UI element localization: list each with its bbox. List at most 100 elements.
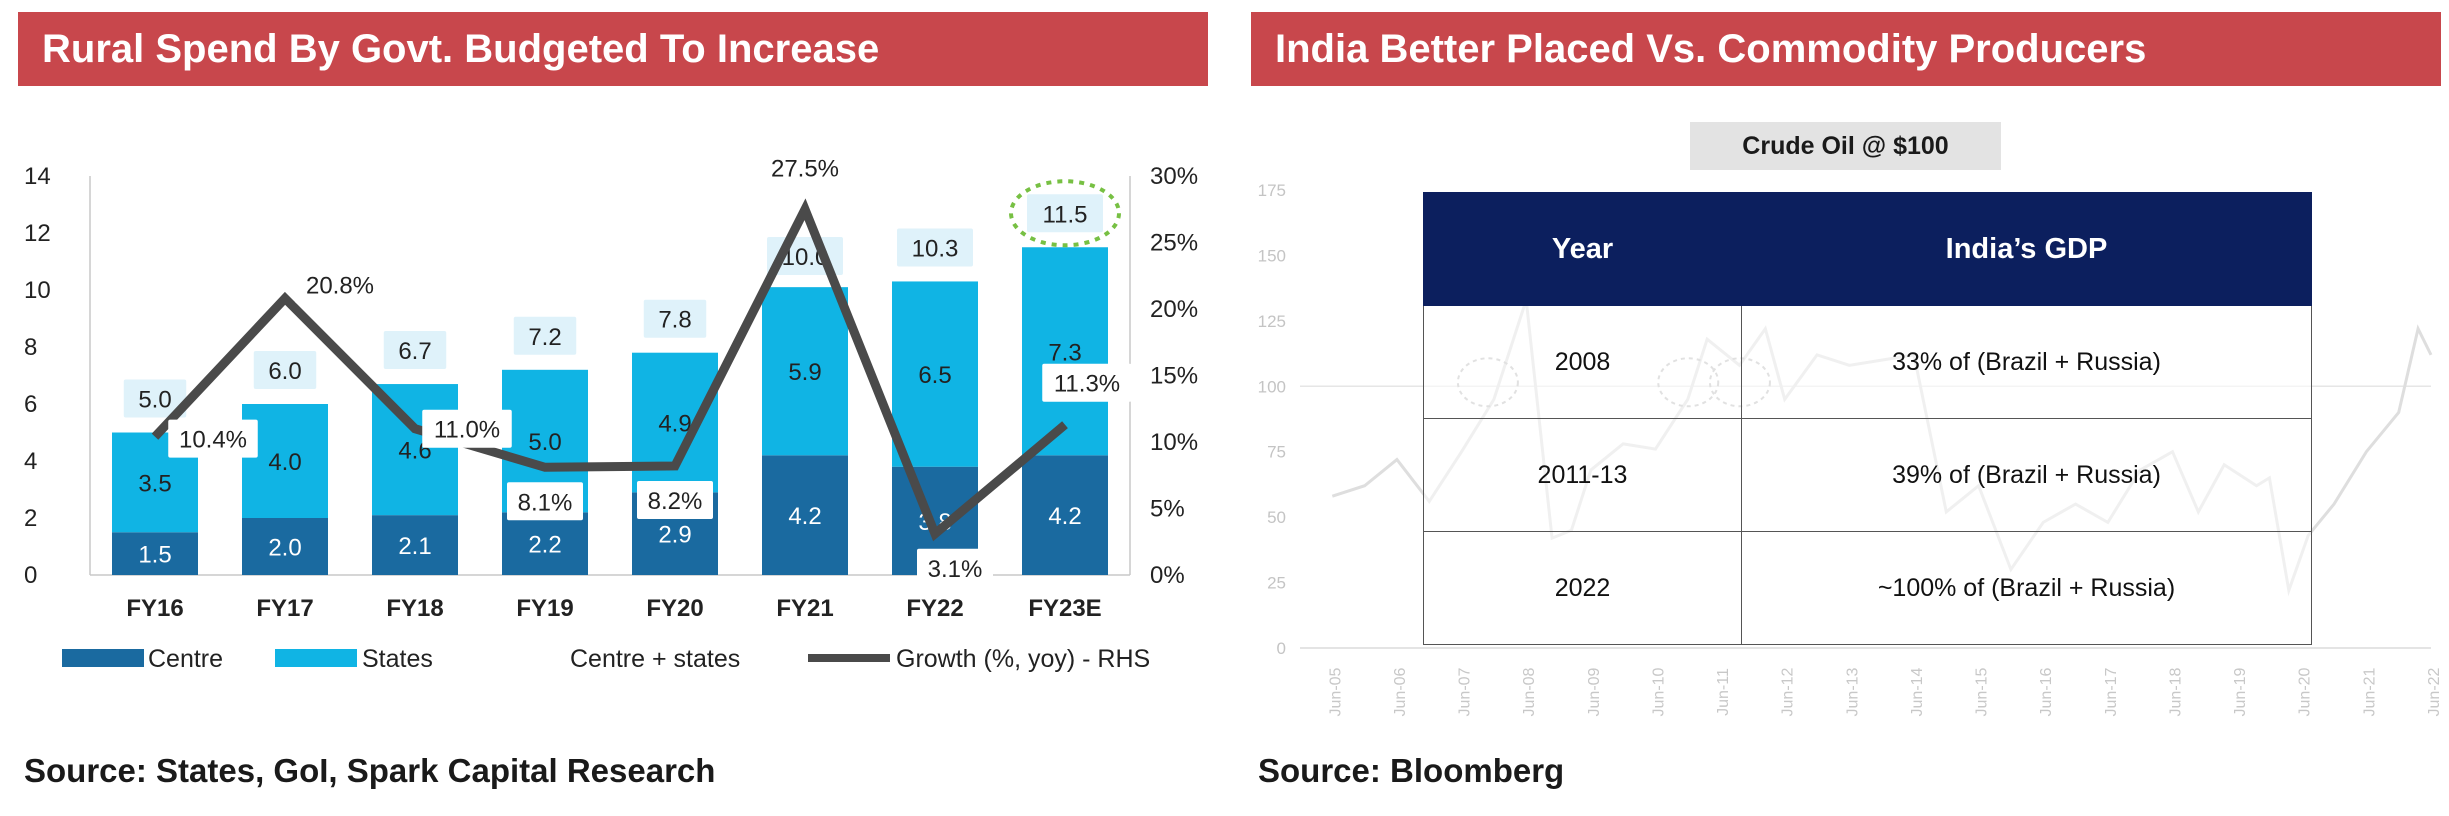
bar-centre — [1022, 455, 1108, 575]
category-label: FY19 — [516, 595, 573, 622]
table-row: 2011-13 39% of (Brazil + Russia) — [1423, 418, 2312, 532]
legend-swatch-states — [275, 649, 357, 667]
crude-y-tick-label: 100 — [1258, 377, 1286, 396]
growth-data-label-bg — [295, 265, 385, 304]
row-gdp-share: 33% of (Brazil + Russia) — [1741, 305, 2312, 419]
crude-x-tick-label: Jun-15 — [1974, 667, 1991, 716]
crude-y-tick-label: 50 — [1267, 508, 1286, 527]
legend-swatch-centre — [62, 649, 144, 667]
y2-tick-label: 20% — [1150, 296, 1198, 323]
bar-centre — [112, 532, 198, 575]
crude-y-tick-label: 75 — [1267, 443, 1286, 462]
bar-states — [1022, 247, 1108, 456]
right-source-note: Source: Bloomberg — [1258, 752, 1565, 789]
total-data-label-bg — [383, 331, 447, 370]
y-tick-label: 12 — [24, 220, 51, 247]
growth-line — [151, 198, 1068, 542]
left-source-note: Source: States, GoI, Spark Capital Resea… — [24, 752, 716, 789]
total-data-label-bg — [643, 299, 707, 338]
y2-tick-label: 30% — [1150, 163, 1198, 190]
total-data-label: 5.0 — [138, 387, 171, 414]
growth-data-label: 11.0% — [434, 417, 500, 444]
growth-data-label: 11.3% — [1054, 371, 1120, 398]
y-tick-label: 10 — [24, 277, 51, 304]
total-data-label-bg — [253, 351, 317, 389]
growth-data-label: 3.1% — [928, 556, 983, 583]
crude-x-tick-label: Jun-18 — [2167, 667, 2184, 716]
crude-x-tick-label: Jun-11 — [1715, 668, 1732, 716]
bar-states — [762, 287, 848, 456]
y-tick-label: 2 — [24, 505, 37, 532]
y2-tick-label: 25% — [1150, 230, 1198, 257]
y-tick-label: 6 — [24, 391, 37, 418]
category-label: FY23E — [1028, 595, 1101, 622]
crude-x-tick-label: Jun-17 — [2103, 667, 2120, 716]
gdp-comparison-table: Year India’s GDP 2008 33% of (Brazil + R… — [1423, 192, 2312, 645]
crude-x-tick-label: Jun-06 — [1392, 667, 1409, 716]
crude-x-tick-label: Jun-21 — [2361, 667, 2378, 716]
bar-states — [892, 281, 978, 467]
bar-centre — [242, 518, 328, 575]
legend-label-states: States — [362, 645, 433, 673]
crude-x-tick-label: Jun-12 — [1780, 667, 1797, 716]
growth-data-label: 20.8% — [306, 272, 374, 299]
total-data-label: 6.7 — [398, 338, 431, 365]
crude-x-tick-label: Jun-14 — [1909, 667, 1926, 716]
header-india-gdp: India’s GDP — [1741, 192, 2312, 306]
centre-data-label: 1.5 — [138, 542, 171, 569]
growth-data-label-bg — [507, 482, 583, 521]
y2-tick-label: 0% — [1150, 562, 1185, 589]
states-data-label: 4.0 — [268, 449, 301, 476]
highlight-ring — [1009, 179, 1121, 248]
category-label: FY21 — [776, 595, 833, 622]
crude-x-tick-label: Jun-22 — [2426, 667, 2443, 716]
y2-tick-label: 5% — [1150, 496, 1185, 523]
crude-x-tick-label: Jun-13 — [1844, 667, 1861, 716]
crude-x-tick-label: Jun-05 — [1327, 667, 1344, 716]
category-label: FY17 — [256, 595, 313, 622]
total-data-label: 11.5 — [1043, 201, 1088, 228]
states-data-label: 7.3 — [1048, 339, 1081, 366]
centre-data-label: 2.0 — [268, 535, 301, 562]
bar-centre — [762, 455, 848, 575]
crude-x-tick-label: Jun-19 — [2232, 667, 2249, 716]
bar-centre — [372, 515, 458, 575]
table-row: 2022 ~100% of (Brazil + Russia) — [1423, 531, 2312, 645]
y-tick-label: 14 — [24, 163, 51, 190]
crude-y-tick-label: 25 — [1267, 574, 1286, 593]
total-data-label: 7.8 — [658, 307, 691, 334]
crude-x-tick-label: Jun-09 — [1586, 667, 1603, 716]
y-tick-label: 4 — [24, 448, 37, 475]
legend-label-growth: Growth (%, yoy) - RHS — [896, 645, 1150, 673]
row-year: 2022 — [1423, 531, 1742, 645]
centre-data-label: 4.2 — [788, 503, 821, 530]
category-label: FY20 — [646, 595, 703, 622]
crude-x-tick-label: Jun-20 — [2297, 667, 2314, 716]
growth-data-label: 27.5% — [771, 155, 839, 182]
left-panel-title: Rural Spend By Govt. Budgeted To Increas… — [18, 12, 1208, 86]
total-data-label-bg — [897, 228, 973, 267]
legend-label-total: Centre + states — [570, 645, 740, 673]
crude-oil-annotation: Crude Oil @ $100 — [1690, 122, 2001, 170]
crude-x-tick-label: Jun-08 — [1521, 667, 1538, 716]
total-data-label: 7.2 — [528, 324, 561, 351]
total-data-label-bg — [1027, 194, 1103, 233]
y-tick-label: 0 — [24, 562, 37, 589]
crude-x-tick-label: Jun-16 — [2038, 667, 2055, 716]
crude-x-tick-label: Jun-10 — [1650, 667, 1667, 716]
states-data-label: 6.5 — [918, 362, 951, 389]
growth-data-label-bg — [917, 548, 993, 587]
crude-x-tick-label: Jun-07 — [1457, 667, 1474, 716]
total-data-label-bg — [123, 379, 187, 418]
category-label: FY22 — [906, 595, 963, 622]
states-data-label: 5.9 — [788, 359, 821, 386]
centre-data-label: 2.1 — [398, 533, 431, 560]
centre-data-label: 2.9 — [658, 522, 691, 549]
right-panel-title: India Better Placed Vs. Commodity Produc… — [1251, 12, 2441, 86]
states-data-label: 5.0 — [528, 429, 561, 456]
growth-data-label-bg — [760, 148, 850, 187]
total-data-label: 6.0 — [268, 358, 301, 385]
centre-data-label: 4.2 — [1048, 503, 1081, 530]
total-data-label: 10.3 — [912, 235, 959, 262]
row-year: 2008 — [1423, 305, 1742, 419]
